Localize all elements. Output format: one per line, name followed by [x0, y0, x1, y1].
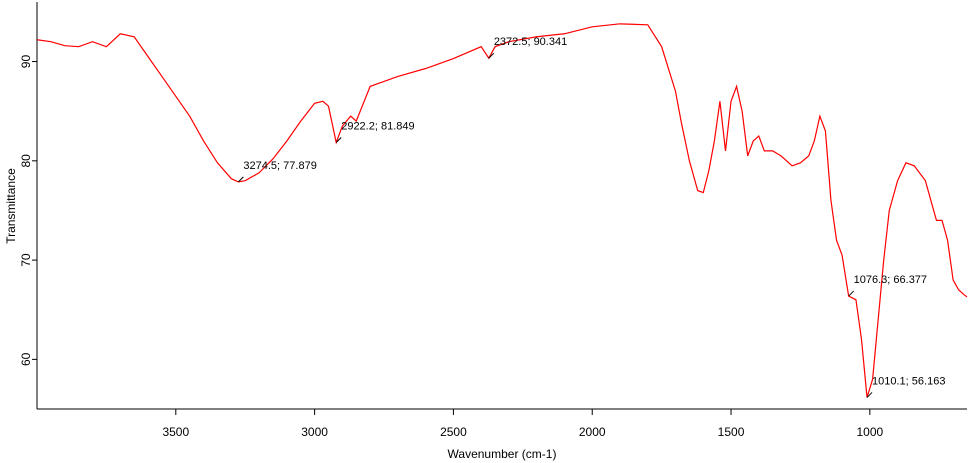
x-axis-title: Wavenumber (cm-1): [448, 447, 557, 461]
annotation-label: 2372.5; 90.341: [494, 36, 567, 48]
annotation-label: 3274.5; 77.879: [243, 160, 316, 172]
x-tick-label: 1500: [718, 425, 745, 439]
x-tick-label: 2500: [440, 425, 467, 439]
x-tick-label: 2000: [579, 425, 606, 439]
annotation-label: 1010.1; 56.163: [872, 375, 945, 387]
y-tick-label: 80: [19, 154, 33, 168]
y-tick-label: 70: [19, 253, 33, 267]
x-tick-label: 1000: [856, 425, 883, 439]
x-tick-label: 3000: [301, 425, 328, 439]
y-tick-label: 90: [19, 55, 33, 69]
annotation-label: 2922.2; 81.849: [341, 120, 414, 132]
annotation-pointer: [238, 176, 244, 183]
annotation-pointer: [335, 137, 342, 143]
annotation-pointer: [848, 290, 855, 297]
x-tick-label: 3500: [162, 425, 189, 439]
annotation-pointer: [866, 392, 873, 398]
y-axis-title: Transmittance: [4, 168, 18, 244]
annotation-pointer: [488, 52, 495, 59]
y-tick-label: 60: [19, 352, 33, 366]
spectrum-line: [36, 23, 968, 398]
annotation-label: 1076.3; 66.377: [854, 274, 927, 286]
